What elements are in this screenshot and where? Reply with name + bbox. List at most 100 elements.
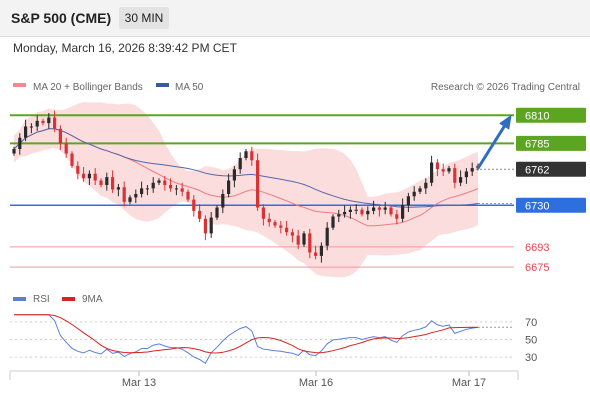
candle-body xyxy=(238,158,242,170)
level-label-6810: 6810 xyxy=(525,110,549,122)
candle-body xyxy=(221,194,225,208)
time-tick-label: Mar 16 xyxy=(299,377,333,389)
candle-body xyxy=(174,188,178,190)
header-bar: S&P 500 (CME) 30 MIN xyxy=(0,0,590,37)
candle-body xyxy=(232,169,236,181)
candle-body xyxy=(290,232,294,236)
level-label-6762: 6762 xyxy=(525,164,549,176)
candle-body xyxy=(441,169,445,172)
candle-body xyxy=(215,207,219,218)
level-tag-6810 xyxy=(516,107,586,123)
candle-body xyxy=(198,210,202,219)
candle-body xyxy=(29,126,33,128)
candle-body xyxy=(157,180,161,183)
candle-body xyxy=(395,214,399,219)
rsi-tick-30: 30 xyxy=(525,352,537,364)
candle-body xyxy=(464,171,468,178)
time-tick-label: Mar 13 xyxy=(122,377,156,389)
instrument-title: S&P 500 (CME) xyxy=(11,10,112,26)
candle-body xyxy=(302,233,306,245)
candle-body xyxy=(296,235,300,245)
candle-body xyxy=(250,151,254,161)
candle-body xyxy=(35,120,39,127)
legend-swatch-rsi-ma xyxy=(62,297,75,301)
candle-body xyxy=(470,168,474,172)
candle-body xyxy=(105,177,109,185)
level-label-6730: 6730 xyxy=(525,200,549,212)
candle-body xyxy=(331,216,335,228)
candle-body xyxy=(18,137,22,149)
candle-body xyxy=(435,162,439,170)
candle-body xyxy=(24,126,28,138)
candle-body xyxy=(261,207,265,219)
legend-swatch-rsi xyxy=(13,297,26,301)
candle-body xyxy=(244,151,248,158)
candle-body xyxy=(145,188,149,190)
legend-ma50: MA 50 xyxy=(175,82,204,93)
forecast-arrow-head xyxy=(499,114,512,130)
candle-body xyxy=(122,187,126,202)
candle-body xyxy=(192,199,196,211)
rsi-ma-line xyxy=(14,314,479,354)
candle-body xyxy=(447,168,451,172)
candle-body xyxy=(348,209,352,212)
candle-body xyxy=(134,194,138,198)
candle-body xyxy=(227,180,231,194)
candle-body xyxy=(418,188,422,192)
legend-rsi: RSI xyxy=(33,294,50,305)
date-line: Monday, March 16, 2026 8:39:42 PM CET xyxy=(13,41,237,55)
candle-body xyxy=(372,207,376,211)
candle-body xyxy=(41,120,45,124)
candle-body xyxy=(285,227,289,233)
candle-body xyxy=(151,182,155,189)
candle-body xyxy=(424,182,428,189)
candle-body xyxy=(308,233,312,253)
candle-body xyxy=(116,187,120,190)
candle-body xyxy=(453,168,457,183)
candle-body xyxy=(128,197,132,202)
candle-body xyxy=(47,117,51,124)
candle-body xyxy=(12,149,16,154)
candle-body xyxy=(401,205,405,219)
candle-body xyxy=(82,173,86,179)
candle-body xyxy=(360,209,364,215)
candle-body xyxy=(389,207,393,215)
candle-body xyxy=(203,218,207,234)
candle-body xyxy=(111,177,115,190)
candle-body xyxy=(354,209,358,211)
candle-body xyxy=(180,188,184,192)
timeframe-button[interactable]: 30 MIN xyxy=(119,7,169,29)
candle-body xyxy=(209,217,213,234)
level-tag-6762 xyxy=(516,161,586,177)
candle-body xyxy=(256,160,260,208)
candle-body xyxy=(325,227,329,246)
candle-body xyxy=(186,191,190,200)
candle-body xyxy=(319,245,323,256)
level-tag-6785 xyxy=(516,135,586,151)
legend-swatch-ma50 xyxy=(156,83,169,87)
candle-body xyxy=(140,188,144,194)
credit-text: Research © 2026 Trading Central xyxy=(431,82,580,93)
candle-body xyxy=(366,210,370,215)
price-pane: 6810 6785 6762 6730 6693 6675 xyxy=(10,102,586,278)
candle-body xyxy=(343,212,347,215)
level-label-6693: 6693 xyxy=(525,242,549,254)
legend-swatch-ma20 xyxy=(13,83,26,87)
rsi-tick-70: 70 xyxy=(525,317,537,329)
level-label-6675: 6675 xyxy=(525,262,549,274)
candle-body xyxy=(163,180,167,185)
candle-body xyxy=(76,165,80,174)
bollinger-band xyxy=(14,102,478,278)
candle-body xyxy=(87,173,91,179)
candle-body xyxy=(64,143,68,154)
candle-body xyxy=(93,173,97,181)
legend-rsi-ma: 9MA xyxy=(82,294,103,305)
candle-body xyxy=(383,207,387,210)
candle-body xyxy=(430,162,434,183)
candle-body xyxy=(99,180,103,185)
candle-body xyxy=(406,196,410,206)
candle-body xyxy=(273,222,277,226)
candle-body xyxy=(70,153,74,166)
